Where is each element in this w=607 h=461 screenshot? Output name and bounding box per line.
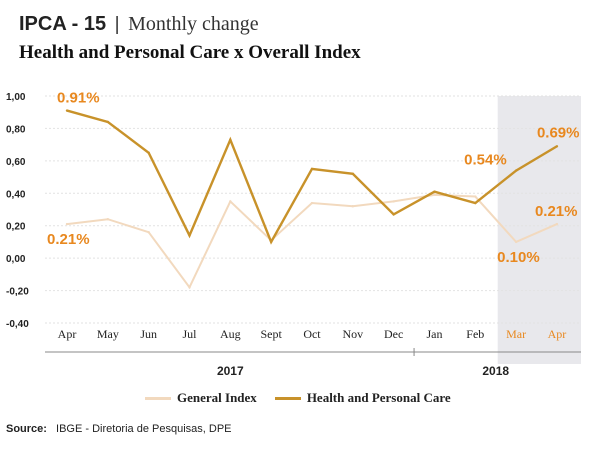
data-point-health [351, 172, 355, 176]
x-tick-label: Mar [506, 327, 526, 341]
data-point-general [433, 193, 436, 197]
data-label: 0.91% [57, 90, 100, 107]
y-tick-label: 0,60 [6, 157, 26, 168]
data-label: 0.10% [497, 249, 540, 266]
data-point-health [555, 145, 559, 148]
data-point-general [555, 222, 559, 226]
legend-item-health: Health and Personal Care [274, 390, 451, 406]
data-point-health [229, 138, 232, 141]
chart-subtitle: Health and Personal Care x Overall Index [19, 42, 361, 63]
data-label: 0.54% [464, 152, 507, 169]
x-tick-label: Dec [384, 327, 403, 341]
data-point-health [106, 120, 110, 124]
data-point-general [392, 200, 395, 203]
series-line-general [66, 193, 558, 290]
data-point-general [147, 231, 150, 234]
y-tick-label: 1,00 [6, 92, 26, 103]
legend-item-general: General Index [145, 390, 257, 406]
x-tick-label: Apr [548, 327, 567, 341]
x-tick-label: Sept [260, 327, 282, 341]
data-point-general [229, 200, 232, 203]
title-main: IPCA - 15 [19, 13, 107, 35]
source-text: IBGE - Diretoria de Pesquisas, DPE [56, 423, 232, 435]
data-point-general [351, 205, 355, 208]
year-label: 2017 [217, 364, 244, 378]
data-point-health [188, 234, 191, 237]
data-label: 0.21% [47, 231, 90, 248]
series-line-health [66, 109, 558, 245]
data-point-general [188, 286, 191, 289]
source-note: Source: IBGE - Diretoria de Pesquisas, D… [6, 423, 232, 435]
y-tick-label: -0,40 [6, 319, 29, 330]
data-point-health [474, 201, 477, 205]
x-tick-label: Oct [303, 327, 321, 341]
data-point-health [147, 151, 150, 154]
source-label: Source: [6, 423, 47, 435]
highlight-region [497, 96, 581, 364]
chart-title: IPCA - 15 | Monthly change [19, 12, 361, 37]
x-tick-label: Jan [426, 327, 442, 341]
data-point-general [106, 218, 110, 221]
legend: General Index Health and Personal Care [145, 390, 469, 406]
x-tick-label: Jun [140, 327, 157, 341]
legend-label-health: Health and Personal Care [306, 390, 451, 405]
data-point-health [65, 109, 69, 112]
data-point-health [269, 240, 273, 244]
data-label: 0.69% [537, 124, 580, 141]
data-point-health [514, 169, 518, 172]
data-point-general [514, 240, 518, 244]
x-tick-label: Nov [342, 327, 363, 341]
data-point-health [433, 190, 436, 193]
y-tick-label: -0,20 [6, 287, 29, 298]
title-separator: | [114, 14, 120, 35]
data-point-health [310, 167, 314, 171]
data-point-general [474, 195, 477, 198]
title-sub: Monthly change [128, 13, 259, 35]
y-tick-label: 0,20 [6, 222, 26, 233]
y-tick-label: 0,40 [6, 189, 26, 200]
legend-swatch-general [145, 396, 171, 400]
x-tick-label: Apr [58, 327, 77, 341]
data-point-general [310, 201, 314, 205]
x-tick-label: Feb [466, 327, 484, 341]
x-tick-label: Aug [220, 327, 241, 341]
legend-swatch-health [274, 396, 301, 400]
year-label: 2018 [482, 364, 509, 378]
x-tick-label: May [97, 327, 119, 341]
chart-header: IPCA - 15 | Monthly change Health and Pe… [19, 12, 361, 64]
legend-label-general: General Index [177, 390, 257, 405]
y-tick-label: 0,80 [6, 124, 26, 135]
x-tick-label: Jul [182, 327, 197, 341]
data-point-health [392, 213, 395, 216]
y-tick-label: 0,00 [6, 254, 26, 265]
data-label: 0.21% [535, 203, 578, 220]
data-point-general [65, 222, 69, 226]
